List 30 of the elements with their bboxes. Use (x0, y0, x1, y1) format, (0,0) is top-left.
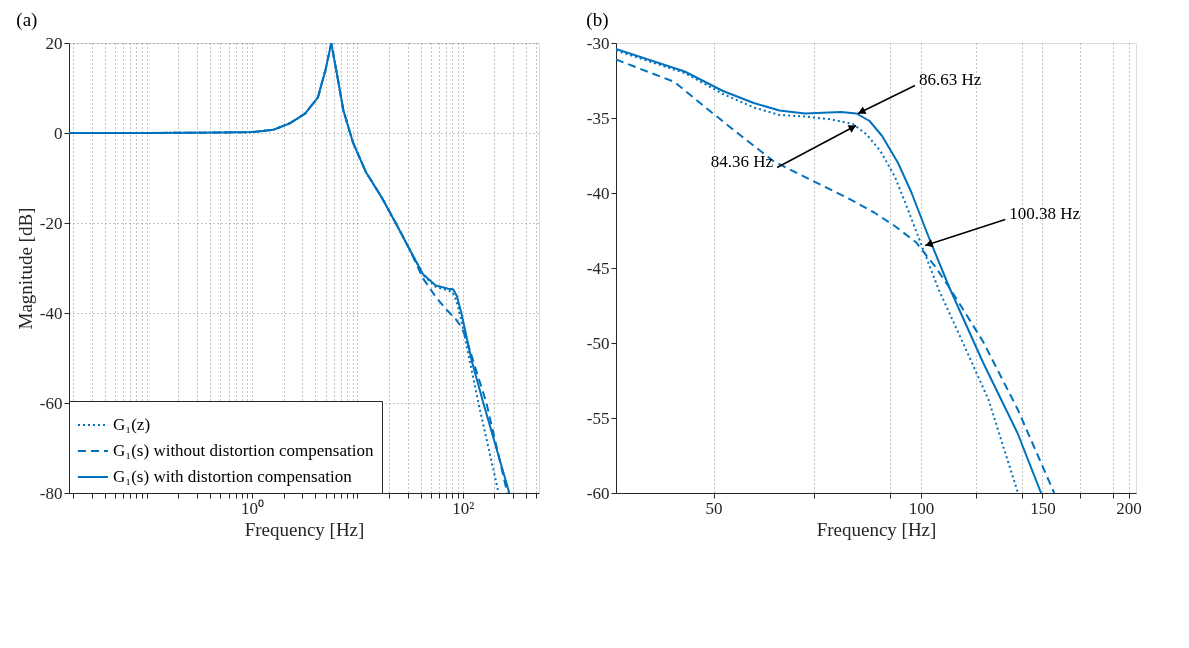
legend-label: G₁(z) (113, 415, 151, 434)
chart-title: (a) (16, 9, 38, 31)
y-tick-label: 0 (54, 123, 63, 143)
y-tick-label: 20 (45, 33, 63, 53)
y-tick-label: -45 (586, 258, 610, 278)
y-tick-label: -35 (586, 108, 610, 128)
y-tick-label: -60 (39, 393, 63, 413)
x-tick-label: 50 (705, 498, 723, 518)
x-tick-label: 200 (1116, 498, 1142, 518)
legend-label: G₁(s) without distortion compensation (113, 441, 374, 460)
y-axis-title: Magnitude [dB] (14, 207, 36, 330)
y-tick-label: -40 (586, 183, 610, 203)
x-tick-label: 10² (452, 498, 475, 518)
x-axis-title: Frequency [Hz] (816, 518, 937, 540)
y-tick-label: -80 (39, 483, 63, 503)
chart-title: (b) (586, 9, 609, 31)
y-tick-label: -55 (586, 408, 610, 428)
x-tick-label: 100 (908, 498, 935, 518)
y-tick-label: -20 (39, 213, 63, 233)
x-tick-label: 10⁰ (241, 498, 265, 518)
x-tick-label: 150 (1030, 498, 1056, 518)
y-tick-label: -50 (586, 333, 610, 353)
y-tick-label: -60 (586, 483, 610, 503)
annotation: 86.63 Hz (918, 69, 982, 89)
annotation: 84.36 Hz (710, 151, 774, 171)
legend-label: G₁(s) with distortion compensation (113, 467, 353, 486)
y-tick-label: -30 (586, 33, 610, 53)
x-axis-title: Frequency [Hz] (244, 518, 365, 540)
annotation: 100.38 Hz (1009, 203, 1081, 223)
y-tick-label: -40 (39, 303, 63, 323)
